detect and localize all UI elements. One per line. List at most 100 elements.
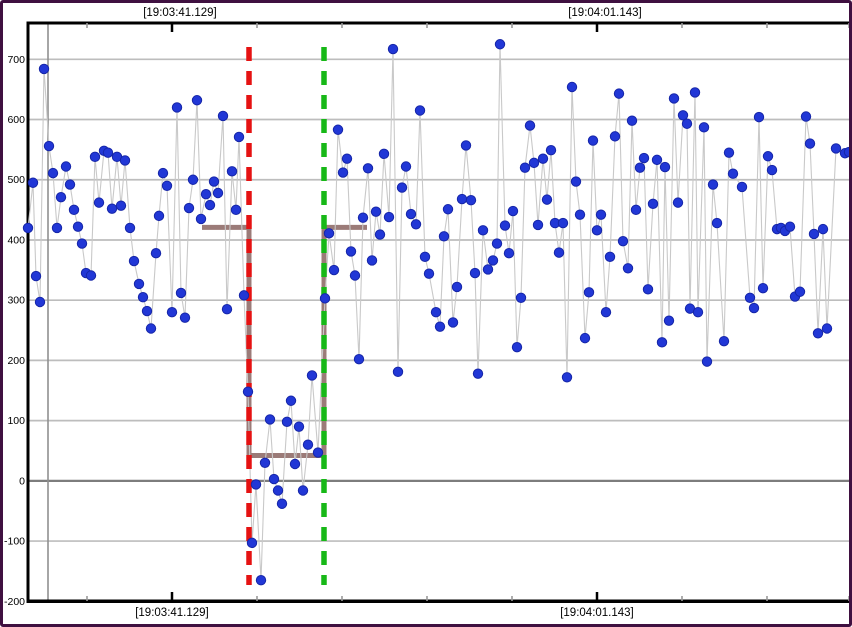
data-point <box>494 39 506 50</box>
data-point <box>843 146 852 158</box>
data-point <box>200 188 212 200</box>
data-point <box>230 204 242 216</box>
data-point <box>150 248 162 259</box>
data-point <box>442 204 454 215</box>
data-point <box>609 131 621 142</box>
data-point <box>626 115 638 126</box>
data-point <box>22 222 34 234</box>
data-point <box>692 307 704 318</box>
data-point <box>128 255 140 267</box>
data-point <box>817 223 829 235</box>
data-point <box>438 231 450 242</box>
y-axis-tick-label: 0 <box>19 475 25 487</box>
data-point <box>242 386 254 397</box>
data-point <box>701 356 713 367</box>
data-point <box>191 95 203 106</box>
data-point <box>748 302 760 314</box>
data-point <box>141 305 153 317</box>
data-point <box>808 228 820 240</box>
data-point <box>812 328 824 339</box>
data-point <box>762 151 774 162</box>
data-point <box>821 323 833 334</box>
data-point <box>68 204 80 216</box>
data-point <box>507 205 519 217</box>
data-point <box>102 147 114 158</box>
data-point <box>124 222 136 234</box>
data-point <box>64 179 76 190</box>
data-point <box>221 304 233 315</box>
data-point <box>217 110 229 122</box>
data-point <box>668 93 680 104</box>
data-point <box>306 370 318 381</box>
data-point <box>161 180 173 191</box>
data-point <box>591 225 603 236</box>
data-point <box>600 307 612 318</box>
data-point <box>656 337 668 348</box>
data-point <box>272 485 284 496</box>
data-point <box>723 147 735 158</box>
data-point <box>312 447 324 458</box>
data-point <box>400 161 412 172</box>
data-point <box>757 282 769 294</box>
data-point <box>226 166 238 177</box>
data-point <box>718 335 730 347</box>
data-point <box>233 131 245 143</box>
data-point <box>246 537 258 549</box>
y-axis-tick-label: -100 <box>4 536 25 548</box>
data-point <box>595 209 607 220</box>
data-point <box>55 192 67 203</box>
y-axis-tick-label: 300 <box>7 295 25 307</box>
data-point <box>115 200 127 211</box>
data-point <box>647 198 659 210</box>
data-point <box>60 161 72 172</box>
data-point <box>93 197 105 208</box>
data-point <box>341 153 353 164</box>
data-point <box>328 264 340 276</box>
data-point <box>465 195 477 206</box>
data-point <box>374 229 386 240</box>
data-point <box>482 264 494 275</box>
y-axis-tick-label: 600 <box>7 114 25 126</box>
data-point <box>532 219 544 231</box>
data-point <box>353 354 365 365</box>
data-point <box>183 202 195 214</box>
data-point <box>574 209 586 220</box>
data-point <box>30 270 42 282</box>
data-point <box>166 307 178 318</box>
data-point <box>250 479 262 490</box>
data-point <box>651 154 663 166</box>
data-point <box>630 204 642 216</box>
data-point <box>753 111 765 123</box>
data-point <box>707 179 719 190</box>
data-point <box>106 203 118 214</box>
data-point <box>89 151 101 163</box>
plot-border-left <box>26 21 30 603</box>
data-point <box>794 286 806 297</box>
data-point <box>672 197 684 208</box>
data-point <box>264 414 276 425</box>
y-axis-tick-label: -200 <box>4 596 25 608</box>
data-point <box>405 208 417 220</box>
data-point <box>119 155 131 166</box>
data-point <box>396 182 408 193</box>
data-point <box>638 152 650 164</box>
data-point <box>711 217 723 229</box>
data-point <box>319 293 331 304</box>
data-point <box>604 251 616 263</box>
data-point <box>460 140 472 151</box>
data-point <box>689 87 701 98</box>
data-point <box>76 238 88 249</box>
data-point <box>499 220 511 231</box>
data-point <box>677 110 689 121</box>
data-point <box>744 292 756 303</box>
data-point <box>566 81 578 93</box>
y-axis-tick-label: 100 <box>7 415 25 427</box>
plot-border-bottom <box>26 599 852 603</box>
data-point <box>622 263 634 274</box>
data-point <box>337 167 349 178</box>
bottom-time-label: [19:03:41.129] <box>135 607 209 619</box>
data-point <box>268 473 280 485</box>
data-point <box>634 162 646 173</box>
data-point <box>447 317 459 328</box>
